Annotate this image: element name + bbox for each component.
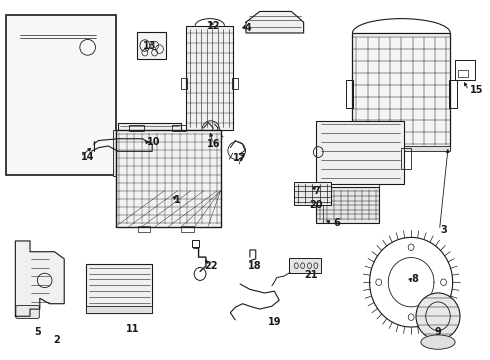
Bar — [129, 125, 144, 131]
Ellipse shape — [421, 335, 455, 349]
Text: 9: 9 — [435, 327, 441, 337]
Bar — [449, 80, 457, 108]
Bar — [5, 15, 116, 175]
Bar — [345, 80, 353, 108]
Bar — [86, 264, 152, 313]
Text: 22: 22 — [204, 261, 218, 271]
Bar — [289, 258, 321, 273]
Bar — [137, 32, 166, 59]
Bar — [316, 187, 379, 223]
Text: 18: 18 — [248, 261, 262, 271]
Text: 1: 1 — [174, 195, 181, 205]
Bar — [116, 130, 220, 226]
Bar — [455, 60, 475, 80]
Text: 20: 20 — [309, 200, 322, 210]
Bar — [138, 226, 150, 232]
Text: 19: 19 — [268, 317, 281, 327]
Ellipse shape — [416, 293, 460, 339]
Text: 7: 7 — [314, 186, 320, 196]
Text: 16: 16 — [206, 139, 220, 149]
Bar — [294, 182, 331, 205]
Bar — [172, 125, 186, 131]
Bar — [180, 130, 185, 176]
Text: 17: 17 — [233, 153, 247, 163]
FancyBboxPatch shape — [16, 306, 39, 319]
Bar — [118, 123, 181, 184]
Text: 12: 12 — [206, 21, 220, 31]
Text: 10: 10 — [147, 138, 161, 147]
Text: 14: 14 — [81, 152, 95, 162]
Polygon shape — [15, 241, 64, 316]
Text: 11: 11 — [126, 324, 139, 334]
Bar — [113, 130, 119, 176]
Bar — [232, 78, 238, 89]
Text: 4: 4 — [245, 23, 252, 33]
Text: 2: 2 — [53, 334, 60, 345]
Bar — [401, 148, 411, 169]
Bar — [316, 121, 404, 184]
Text: 8: 8 — [411, 274, 418, 284]
Bar — [192, 240, 199, 247]
Bar — [352, 146, 450, 150]
Bar — [186, 26, 233, 130]
Bar — [181, 78, 187, 89]
Bar — [352, 33, 450, 148]
Polygon shape — [246, 12, 304, 33]
Text: 3: 3 — [441, 225, 447, 235]
Text: 5: 5 — [34, 327, 41, 337]
Text: 15: 15 — [470, 85, 483, 95]
Text: 13: 13 — [143, 41, 156, 50]
Bar — [86, 306, 152, 313]
Text: 21: 21 — [304, 270, 318, 280]
Text: 6: 6 — [333, 218, 340, 228]
Bar — [181, 226, 194, 232]
Bar — [458, 69, 468, 77]
